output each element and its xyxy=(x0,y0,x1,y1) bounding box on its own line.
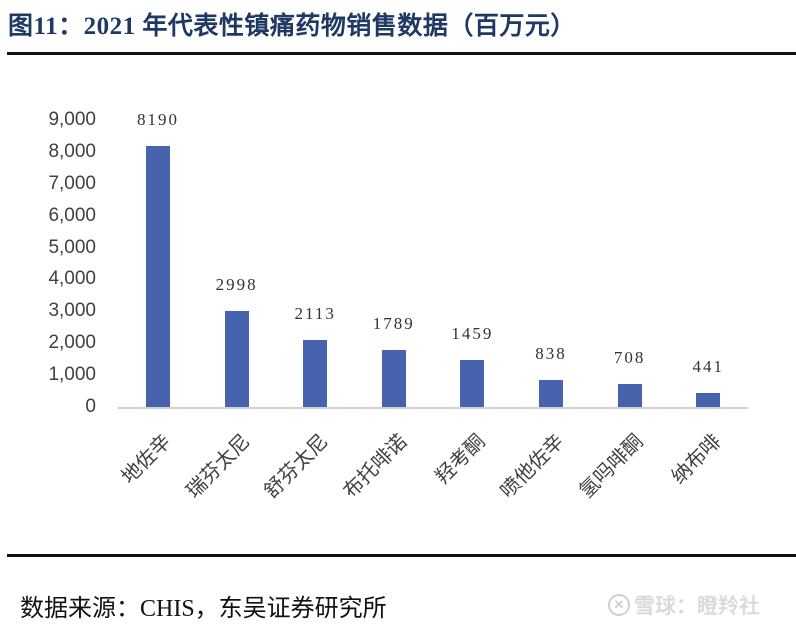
y-tick-label: 7,000 xyxy=(48,172,96,194)
bar-value-label: 8190 xyxy=(137,109,179,129)
bar-value-label: 441 xyxy=(692,356,724,376)
bar-value-label: 838 xyxy=(535,344,567,364)
bar xyxy=(303,339,328,407)
top-divider xyxy=(7,52,796,55)
bar xyxy=(539,380,563,407)
bar-value-label: 1459 xyxy=(451,324,494,344)
x-category-label: 舒芬太尼 xyxy=(259,429,333,503)
bottom-divider xyxy=(7,554,796,557)
bar-chart: 0 1,000 2,000 3,000 4,000 5,000 6,000 7,000 8,00… xyxy=(48,109,748,503)
x-category-label: 喷他佐辛 xyxy=(495,429,569,503)
x-category-label: 地佐辛 xyxy=(116,429,176,489)
y-tick-label: 1,000 xyxy=(48,364,96,386)
x-category-label: 氢吗啡酮 xyxy=(573,429,648,503)
xueqiu-logo-icon: ✕ xyxy=(608,594,630,616)
x-category-label: 纳布啡 xyxy=(666,429,726,489)
bar xyxy=(224,311,249,407)
y-tick-label: 6,000 xyxy=(48,204,96,226)
bar xyxy=(696,392,721,407)
y-tick-label: 5,000 xyxy=(48,236,96,258)
x-category-label: 瑞芬太尼 xyxy=(180,429,255,503)
y-tick-label: 4,000 xyxy=(48,268,96,290)
x-category-label: 布托啡诺 xyxy=(337,429,412,503)
bar-value-label: 1789 xyxy=(372,313,415,333)
bar xyxy=(381,349,406,407)
bar xyxy=(617,384,642,407)
y-tick-label: 9,000 xyxy=(48,109,96,130)
bar xyxy=(460,360,485,407)
bar-value-label: 708 xyxy=(613,348,646,368)
y-tick-label: 8,000 xyxy=(48,140,96,162)
y-tick-label: 2,000 xyxy=(48,332,96,354)
x-category-label: 羟考酮 xyxy=(430,429,490,489)
figure-title: 图11：2021 年代表性镇痛药物销售数据（百万元） xyxy=(8,13,576,40)
watermark-text: 雪球：瞪羚社 xyxy=(634,594,760,618)
bar-value-label: 2998 xyxy=(215,275,258,295)
bar-value-label: 2113 xyxy=(294,303,336,323)
watermark: ✕ 雪球：瞪羚社 xyxy=(608,590,760,620)
bar xyxy=(146,145,170,407)
y-tick-label: 0 xyxy=(85,396,96,417)
y-tick-label: 3,000 xyxy=(48,300,96,322)
data-source-note: 数据来源：CHIS，东吴证券研究所 xyxy=(20,596,387,622)
x-axis-line xyxy=(118,407,748,409)
